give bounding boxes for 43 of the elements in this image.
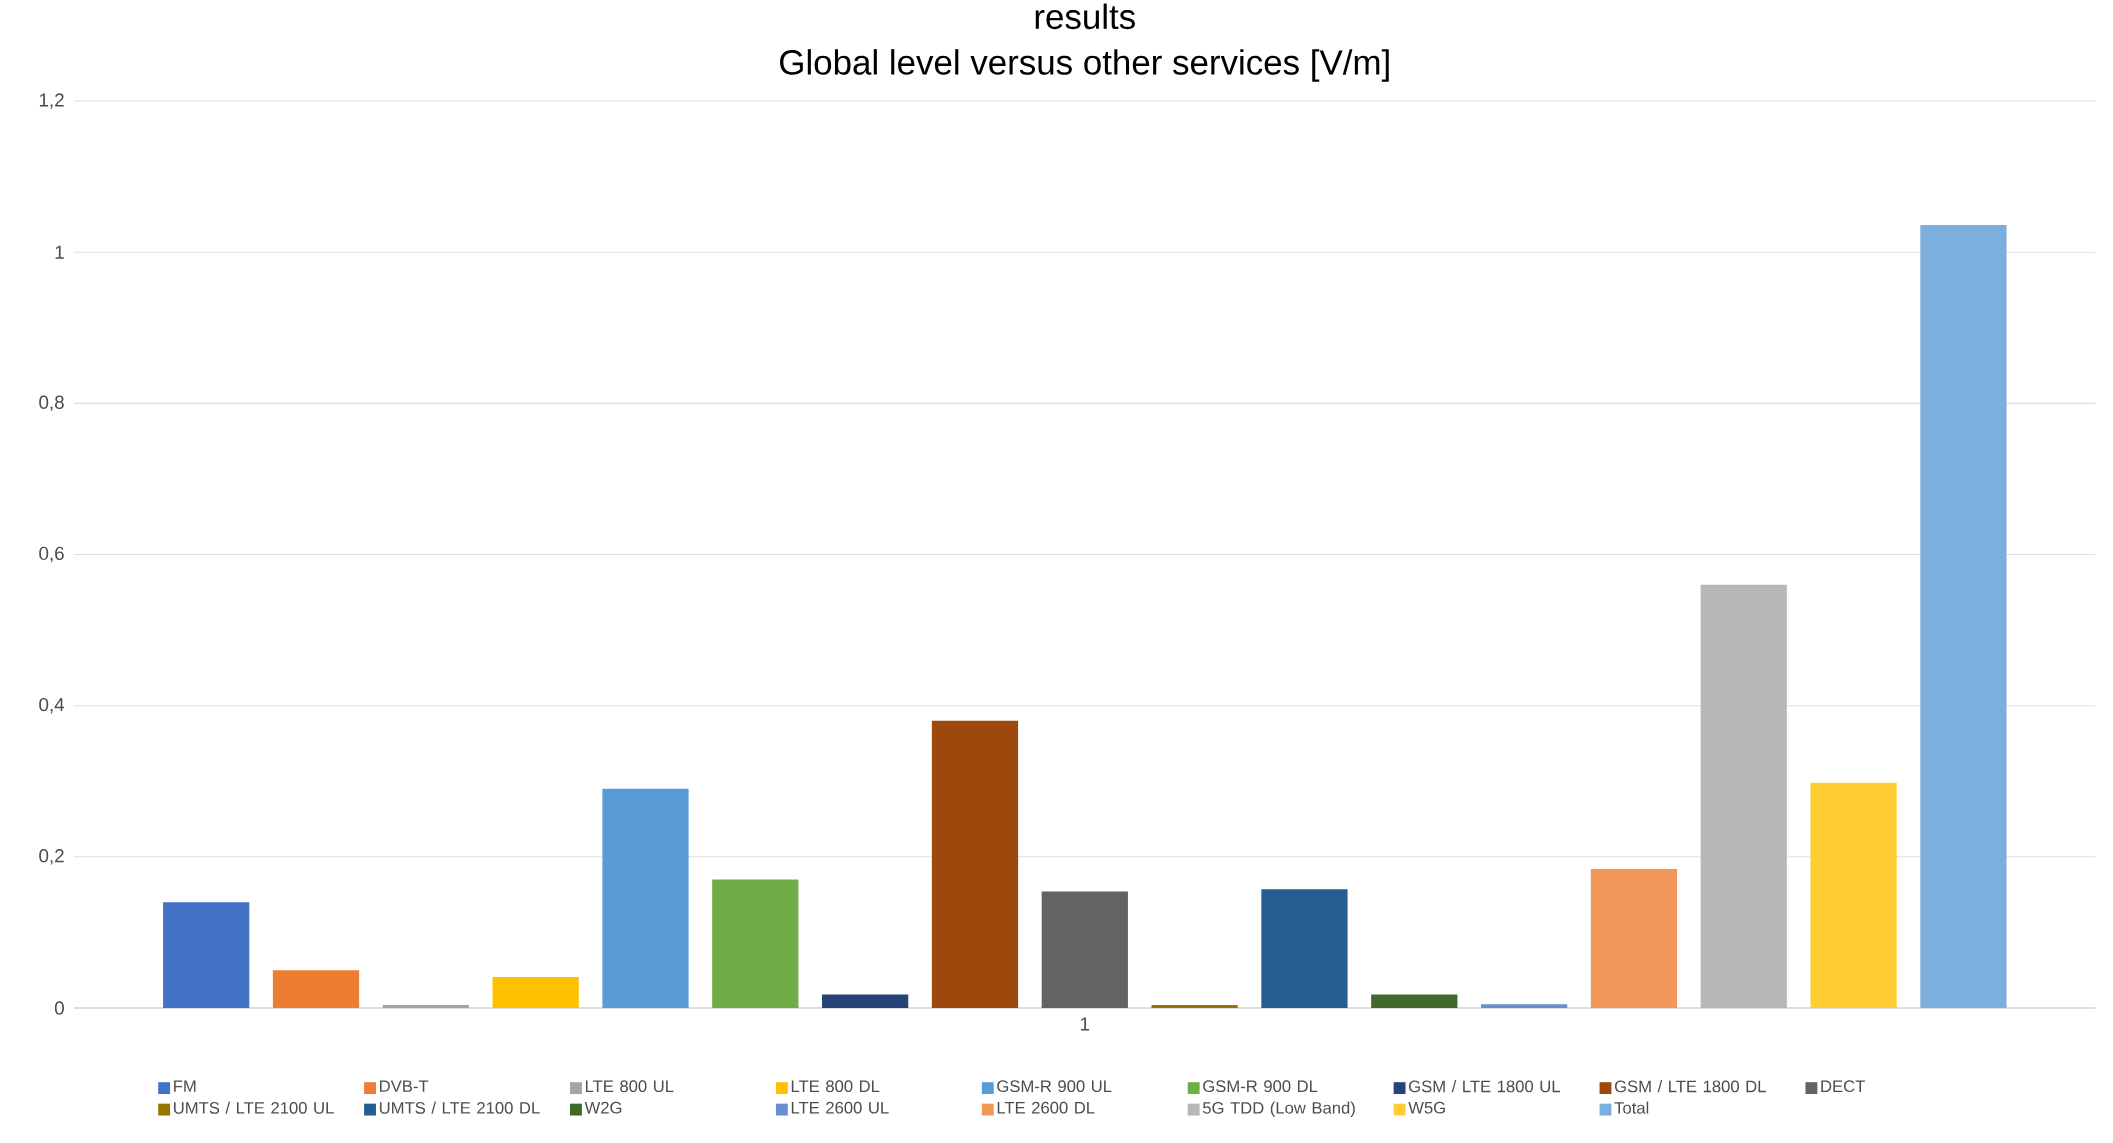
bar bbox=[163, 902, 250, 1009]
legend-label: W2G bbox=[584, 1101, 622, 1114]
chart-subtitle: Global level versus other services [V/m] bbox=[780, 49, 1389, 82]
legend-label: DVB-T bbox=[380, 1080, 429, 1092]
y-tick-label: 0 bbox=[54, 1001, 64, 1015]
legend-label: UMTS / LTE 2100 DL bbox=[379, 1101, 540, 1114]
bar bbox=[1151, 1005, 1238, 1009]
legend-label: W5G bbox=[1408, 1101, 1445, 1114]
legend-label: LTE 800 DL bbox=[791, 1080, 880, 1093]
bar bbox=[1480, 1004, 1568, 1009]
bar bbox=[1810, 782, 1897, 1009]
legend-label: FM bbox=[174, 1080, 196, 1092]
y-tick-label: 0,4 bbox=[39, 698, 65, 714]
bar bbox=[1590, 869, 1678, 1009]
bar bbox=[1261, 889, 1348, 1009]
legend-label: GSM-R 900 DL bbox=[1203, 1080, 1318, 1093]
chart-title: results bbox=[1035, 3, 1135, 30]
bar bbox=[272, 970, 360, 1009]
y-tick-label: 0,6 bbox=[39, 546, 64, 563]
bar bbox=[382, 1005, 469, 1009]
legend-label: LTE 2600 UL bbox=[791, 1101, 889, 1114]
y-tick-label: 1 bbox=[55, 245, 64, 259]
legend-label: GSM-R 900 UL bbox=[997, 1080, 1112, 1093]
legend-label: Total bbox=[1614, 1101, 1649, 1114]
y-tick-label: 0,8 bbox=[39, 395, 64, 412]
legend-label: UMTS / LTE 2100 UL bbox=[174, 1101, 334, 1114]
bar bbox=[1041, 891, 1128, 1009]
bar bbox=[822, 994, 909, 1009]
bar bbox=[602, 788, 689, 1009]
bar bbox=[492, 977, 579, 1009]
legend-label: DECT bbox=[1821, 1080, 1865, 1093]
legend-label: GSM / LTE 1800 DL bbox=[1614, 1080, 1766, 1093]
bar bbox=[1700, 584, 1787, 1009]
y-tick-label: 0,2 bbox=[39, 849, 64, 865]
legend-label: GSM / LTE 1800 UL bbox=[1409, 1080, 1561, 1093]
bar bbox=[931, 720, 1019, 1009]
bar bbox=[712, 879, 799, 1009]
legend-label: 5G TDD (Low Band) bbox=[1202, 1101, 1355, 1118]
legend-label: LTE 2600 DL bbox=[997, 1101, 1095, 1114]
bar bbox=[1371, 994, 1458, 1009]
y-tick-label: 1,2 bbox=[39, 93, 64, 109]
legend-label: LTE 800 UL bbox=[585, 1080, 674, 1093]
bar bbox=[1920, 225, 2007, 1009]
